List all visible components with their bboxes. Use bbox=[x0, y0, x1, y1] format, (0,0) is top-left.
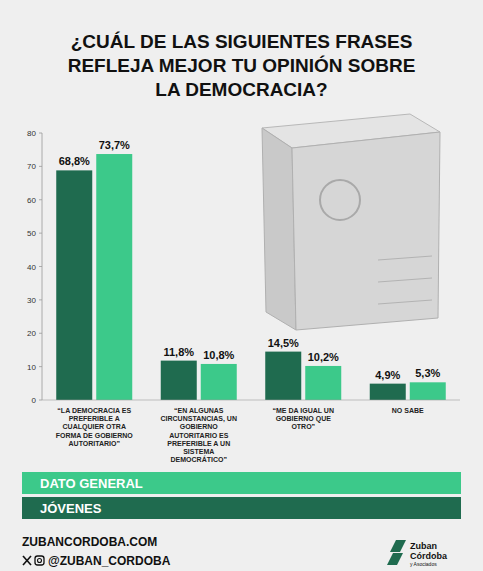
y-tick bbox=[39, 233, 42, 234]
bars bbox=[56, 154, 446, 400]
y-tick-label: 80 bbox=[27, 129, 36, 138]
category-line: OTRO” bbox=[291, 423, 315, 430]
chart: ¿CUÁL DE LAS SIGUIENTES FRASES REFLEJA ME… bbox=[0, 0, 483, 571]
box-emblem bbox=[320, 180, 360, 220]
box-line bbox=[378, 278, 432, 282]
title: ¿CUÁL DE LAS SIGUIENTES FRASES REFLEJA ME… bbox=[68, 31, 416, 100]
category-label: “LA DEMOCRACIA ESPREFERIBLE ACUALQUIER O… bbox=[56, 407, 134, 447]
y-tick-label: 0 bbox=[32, 396, 37, 405]
x-axis bbox=[42, 400, 460, 401]
bar bbox=[96, 154, 132, 400]
legend-band bbox=[22, 497, 461, 519]
ballot-box-decoration bbox=[262, 114, 440, 330]
category-line: “EN ALGUNAS bbox=[174, 407, 224, 414]
category-line: PREFERIBLE A bbox=[69, 415, 120, 422]
category-line: CIRCUNSTANCIAS, UN bbox=[161, 415, 237, 423]
y-tick-label: 50 bbox=[27, 229, 36, 238]
y-tick-label: 60 bbox=[27, 196, 36, 205]
instagram-icon bbox=[38, 559, 42, 563]
data-label: 5,3% bbox=[415, 367, 440, 379]
category-line: “LA DEMOCRACIA ES bbox=[57, 407, 131, 414]
data-label: 68,8% bbox=[59, 155, 90, 167]
y-tick bbox=[39, 400, 42, 401]
category-line: GOBIERNO bbox=[180, 423, 219, 430]
social-icons bbox=[23, 556, 44, 565]
x-icon bbox=[23, 556, 31, 565]
data-label: 11,8% bbox=[163, 346, 194, 358]
title-line: LA DEMOCRACIA? bbox=[155, 79, 327, 100]
logo-mark bbox=[390, 540, 406, 552]
bar bbox=[161, 361, 197, 400]
box-front bbox=[292, 132, 440, 330]
data-label: 10,2% bbox=[308, 351, 339, 363]
category-line: DEMOCRÁTICO” bbox=[171, 455, 227, 463]
data-label: 10,8% bbox=[203, 349, 234, 361]
y-tick bbox=[39, 199, 42, 200]
category-label: “EN ALGUNASCIRCUNSTANCIAS, UNGOBIERNO AUT… bbox=[161, 407, 237, 463]
bar bbox=[370, 384, 406, 400]
bar bbox=[410, 382, 446, 400]
x-icon bbox=[23, 556, 31, 565]
box-line bbox=[378, 300, 432, 304]
category-line: FORMA DE GOBIERNO bbox=[56, 432, 134, 439]
category-line: PREFERIBLE A UN bbox=[167, 440, 230, 447]
bar bbox=[305, 366, 341, 400]
y-tick-label: 40 bbox=[27, 263, 36, 272]
legend-label: JÓVENES bbox=[40, 501, 102, 516]
category-line: AUTORITARIO” bbox=[69, 440, 120, 447]
y-tick bbox=[39, 366, 42, 367]
logo bbox=[387, 540, 406, 565]
y-tick bbox=[39, 166, 42, 167]
logo-text: y Asociados bbox=[410, 561, 437, 567]
data-label: 73,7% bbox=[99, 139, 130, 151]
background bbox=[0, 0, 483, 571]
y-tick-label: 10 bbox=[27, 363, 36, 372]
y-tick bbox=[39, 333, 42, 334]
category-line: “ME DA IGUAL UN bbox=[273, 407, 334, 414]
y-tick-label: 30 bbox=[27, 296, 36, 305]
y-tick bbox=[39, 266, 42, 267]
category-line: CUALQUIER OTRA bbox=[63, 423, 126, 431]
box-side bbox=[262, 128, 296, 330]
category-label: NO SABE bbox=[392, 407, 424, 414]
title-line: ¿CUÁL DE LAS SIGUIENTES FRASES bbox=[71, 31, 413, 52]
logo-text: Zuban bbox=[410, 541, 437, 551]
category-line: SISTEMA bbox=[183, 448, 214, 455]
legend-band bbox=[22, 472, 461, 494]
y-tick-label: 70 bbox=[27, 162, 36, 171]
bar bbox=[265, 352, 301, 400]
box-line bbox=[378, 256, 432, 260]
category-line: NO SABE bbox=[392, 407, 424, 414]
legend-label: DATO GENERAL bbox=[40, 476, 143, 491]
data-label: 14,5% bbox=[268, 337, 299, 349]
logo-mark bbox=[387, 553, 403, 565]
title-line: REFLEJA MEJOR TU OPINIÓN SOBRE bbox=[68, 55, 416, 76]
y-tick-label: 20 bbox=[27, 329, 36, 338]
y-tick bbox=[39, 299, 42, 300]
y-tick bbox=[39, 133, 42, 134]
category-line: GOBIERNO QUE bbox=[276, 415, 332, 423]
bar bbox=[56, 170, 92, 400]
category-label: “ME DA IGUAL UNGOBIERNO QUEOTRO” bbox=[273, 407, 334, 430]
handle: @ZUBAN_CORDOBA bbox=[48, 554, 171, 568]
instagram-icon bbox=[35, 556, 44, 565]
website: ZUBANCORDOBA.COM bbox=[22, 535, 157, 549]
logo-text: Córdoba bbox=[410, 551, 448, 561]
category-line: AUTORITARIO ES bbox=[169, 432, 229, 439]
data-label: 4,9% bbox=[375, 369, 400, 381]
bar bbox=[201, 364, 237, 400]
